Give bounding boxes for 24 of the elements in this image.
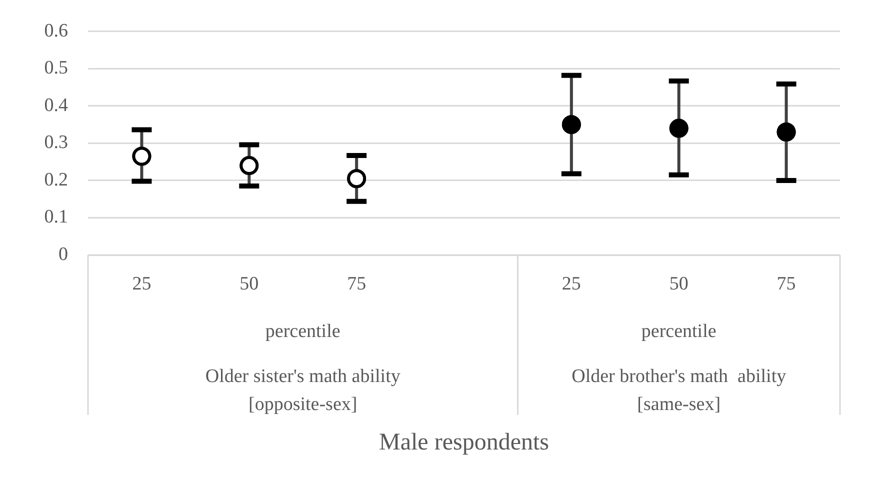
point	[776, 122, 796, 142]
y-tick-label: 0.6	[44, 20, 68, 42]
text: Older brother's math ability [same-sex]	[572, 366, 787, 415]
y-tick-label: 0.2	[44, 169, 68, 190]
text: percentile	[641, 320, 716, 342]
x-tick-label: 25	[132, 273, 152, 294]
text: percentile	[265, 320, 340, 342]
y-tick-label: 0.4	[44, 94, 68, 116]
x-tick-label: 75	[776, 273, 796, 294]
x-tick-label: 50	[240, 273, 259, 294]
point	[562, 115, 581, 134]
y-tick-label: 0.5	[44, 58, 68, 79]
y-tick-label: 0.1	[44, 206, 68, 228]
x-tick-label: 75	[347, 273, 366, 294]
point	[347, 169, 366, 188]
y-tick-label: 0.3	[44, 132, 68, 154]
point	[132, 146, 152, 166]
text: Male respondents	[379, 429, 549, 456]
point	[669, 118, 688, 138]
y-tick-label: 0	[58, 244, 68, 265]
x-tick-label: 50	[669, 273, 688, 294]
point	[240, 156, 259, 176]
x-tick-label: 25	[562, 273, 581, 294]
text: Older sister's math ability [opposite-sex]	[205, 366, 401, 415]
